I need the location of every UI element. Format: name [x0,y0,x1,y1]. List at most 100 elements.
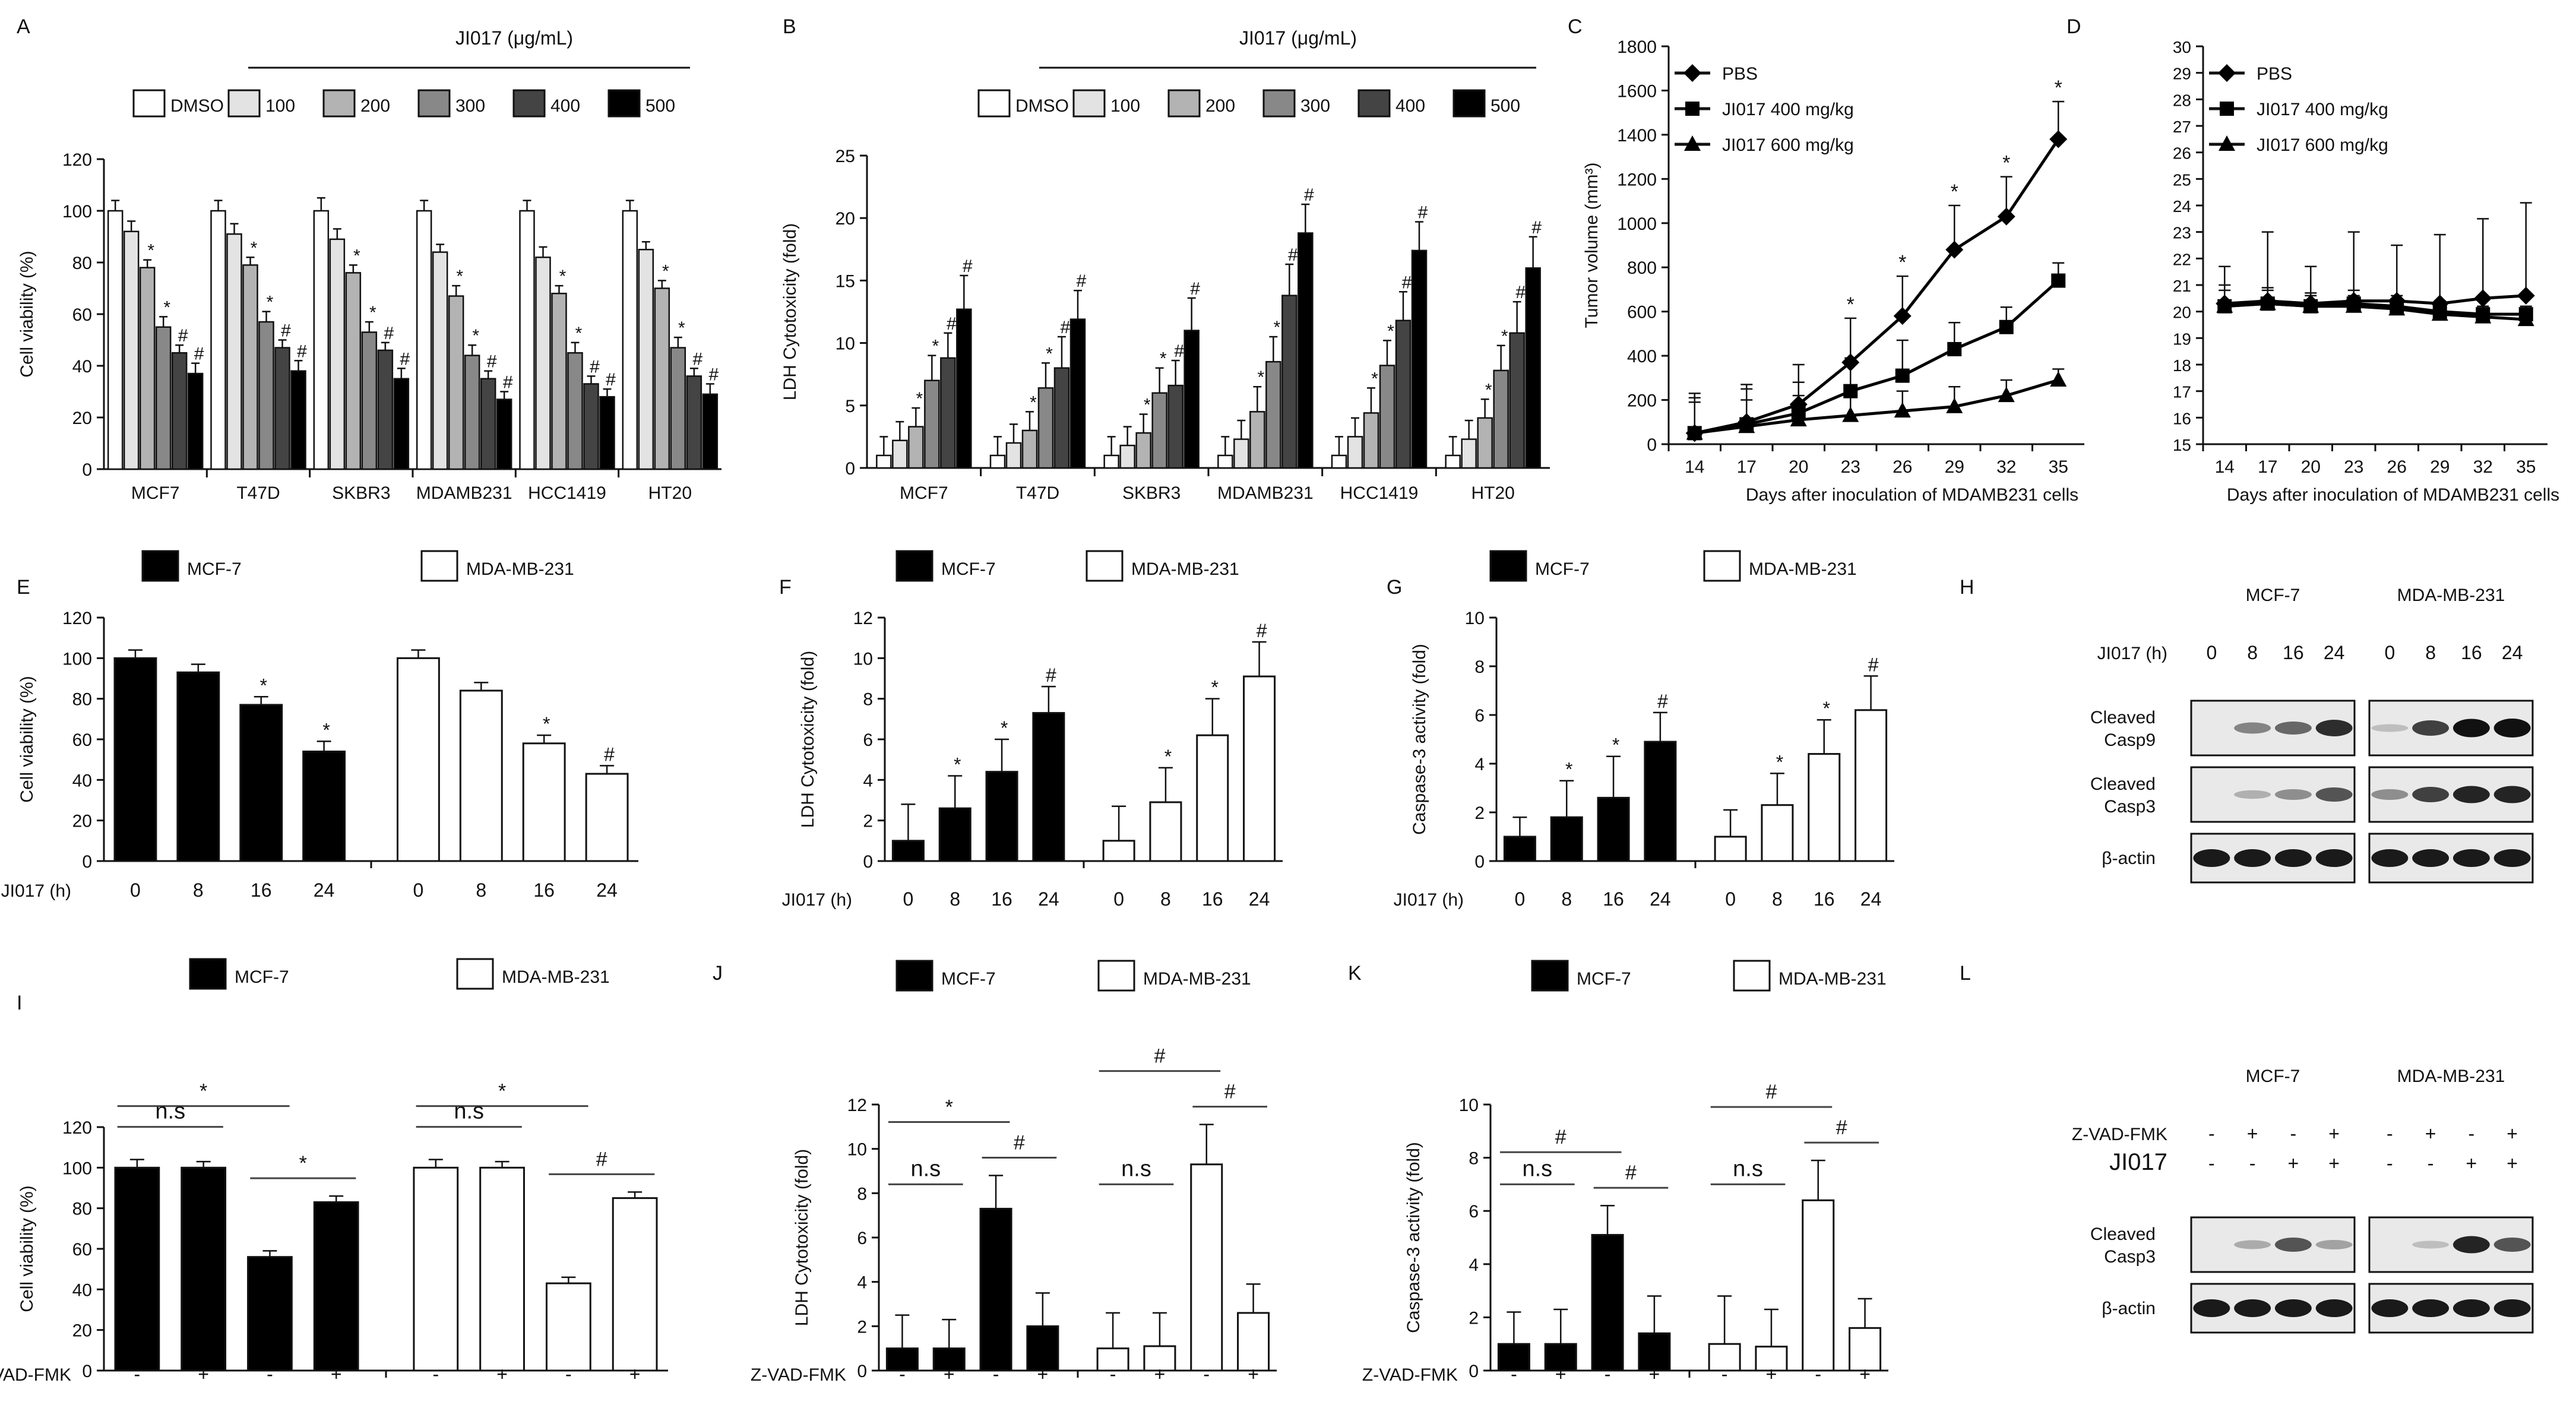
bar [1233,438,1249,469]
y-axis-label: Caspase-3 activity (fold) [1410,644,1429,835]
bar [908,426,924,469]
x-tick-label: + [1859,1363,1871,1385]
bar [313,210,330,470]
data-point [2049,130,2068,148]
significance-mark: * [1371,369,1378,388]
x-tick-label: - [267,1363,273,1385]
band [2234,849,2271,867]
x-tick-label: 32 [1996,457,2016,477]
x-tick-label: 8 [1561,888,1572,910]
lane-label: 8 [2247,642,2258,663]
data-point [1999,319,2014,334]
bar [1445,454,1461,469]
lane-label: + [2328,1153,2340,1174]
y-tick-label: 100 [62,1159,92,1178]
band [2193,849,2230,867]
bar [226,233,242,470]
x-tick-label: + [629,1363,641,1385]
band-label: Casp9 [2104,730,2156,750]
legend-label: MDA-MB-231 [1749,559,1857,579]
legend-label: JI017 600 mg/kg [1722,135,1854,155]
significance-mark: * [662,261,669,281]
category-label: HT20 [1471,483,1514,503]
bar [1411,249,1428,469]
x-tick-label: 16 [1814,888,1835,910]
significance-mark: * [543,713,550,735]
bracket-label: * [945,1096,953,1118]
band [2315,720,2353,736]
band-label: Casp3 [2104,1247,2156,1267]
bracket-label: # [1836,1116,1847,1139]
panel-label: C [1568,15,1583,38]
x-tick-label: 26 [1893,457,1912,477]
chart-i: I MCF-7 MDA-MB-231 0 20 40 60 80 100 120 Cell viab… [0,958,668,1385]
x-axis-label: Days after inoculation of MDAMB231 cells [1746,485,2078,505]
cell-line-label: MDA-MB-231 [2397,1067,2505,1086]
legend-swatch [1489,550,1527,582]
legend-swatch [1531,960,1569,992]
lane-label: - [2249,1153,2256,1174]
chart-title: JI017 (μg/mL) [1239,27,1357,49]
significance-mark: * [1847,293,1855,316]
y-tick-label: 8 [857,1184,867,1204]
lane-label: - [2208,1123,2215,1144]
bar [1849,1327,1882,1372]
bar [1714,836,1747,862]
data-point [2259,295,2276,311]
legend-swatch [322,89,356,118]
bracket-label: # [596,1148,607,1170]
x-tick-label: 0 [1725,888,1736,910]
bar [1243,675,1276,862]
band [2234,790,2271,799]
lane-label: - [2428,1153,2434,1174]
x-tick-label: - [134,1363,141,1385]
y-tick-label: 10 [853,649,873,669]
y-tick-label: 0 [845,459,855,479]
x-tick-label: 16 [533,879,555,901]
panel-label: G [1387,576,1402,599]
significance-mark: # [1515,283,1526,302]
y-tick-label: 17 [2173,383,2191,401]
significance-mark: # [1077,271,1087,291]
bar [242,264,258,470]
bar [171,352,188,470]
significance-mark: # [963,257,973,276]
legend-label: DMSO [1015,96,1069,116]
x-tick-label: 24 [1038,888,1059,910]
x-tick-label: 0 [130,879,141,901]
y-axis-label: Tumor volume (mm³) [1582,163,1602,328]
data-point [2050,371,2067,387]
band-label: Casp3 [2104,797,2156,817]
y-tick-label: 60 [72,305,92,325]
significance-mark: # [1046,664,1056,686]
band-label: Cleaved [2090,708,2156,727]
x-tick-label: 16 [1603,888,1624,910]
blot-h: H MCF-7 MDA-MB-231 JI017 (h) 0 8 16 24 0 8 16 24 Cle… [1960,576,2534,884]
significance-mark: # [503,373,513,393]
bar [1761,804,1794,862]
bar [599,395,615,470]
significance-mark: # [1868,654,1879,675]
panel-label: K [1348,962,1362,985]
y-axis-label: LDH Cytotoxicity (fold) [798,651,818,828]
band [2412,849,2450,867]
x-tick-label: 32 [2473,457,2493,477]
y-tick-label: 80 [72,254,92,273]
significance-mark: # [1061,318,1071,337]
panel-label: J [713,962,723,985]
legend-label: JI017 400 mg/kg [1722,100,1854,119]
significance-mark: * [1257,368,1264,387]
bar [290,370,306,470]
y-tick-label: 4 [1474,755,1485,774]
x-row-label: Z-VAD-FMK [1362,1365,1458,1385]
x-tick-label: 8 [1160,888,1171,910]
significance-mark: * [678,318,685,338]
bar [1037,387,1054,469]
significance-mark: * [1273,318,1280,337]
bar [940,357,956,469]
significance-mark: * [369,303,376,322]
band [2493,849,2531,867]
lane-label: 16 [2283,642,2304,663]
